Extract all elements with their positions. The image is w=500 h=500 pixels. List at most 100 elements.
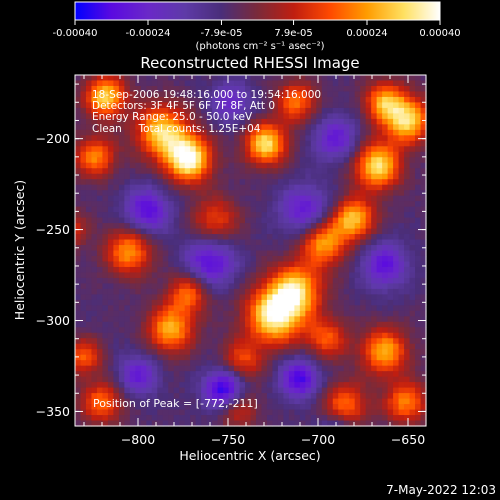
heatmap-cell — [316, 387, 323, 394]
heatmap-cell — [162, 250, 169, 257]
heatmap-cell — [277, 91, 284, 98]
heatmap-cell — [420, 321, 427, 328]
heatmap-cell — [168, 179, 175, 186]
heatmap-cell — [376, 371, 383, 378]
heatmap-cell — [349, 80, 356, 87]
heatmap-cell — [343, 140, 350, 147]
heatmap-cell — [272, 415, 279, 422]
heatmap-cell — [409, 338, 416, 345]
heatmap-cell — [85, 354, 93, 361]
heatmap-cell — [135, 321, 142, 328]
heatmap-cell — [140, 360, 147, 367]
heatmap-cell — [404, 124, 411, 131]
heatmap-cell — [124, 80, 131, 87]
heatmap-cell — [255, 146, 263, 153]
heatmap-cell — [135, 107, 142, 114]
heatmap-cell — [360, 294, 367, 301]
heatmap-cell — [332, 305, 339, 312]
heatmap-cell — [404, 206, 411, 213]
heatmap-cell — [420, 283, 427, 290]
heatmap-cell — [376, 91, 383, 98]
heatmap-cell — [118, 310, 125, 317]
heatmap-cell — [277, 387, 284, 394]
heatmap-cell — [184, 179, 191, 186]
heatmap-cell — [151, 201, 158, 208]
heatmap-cell — [212, 135, 219, 142]
heatmap-cell — [228, 409, 235, 416]
heatmap-cell — [234, 349, 241, 356]
heatmap-cell — [173, 283, 180, 290]
heatmap-cell — [212, 212, 219, 219]
heatmap-cell — [376, 272, 383, 279]
heatmap-cell — [179, 321, 186, 328]
heatmap-cell — [96, 305, 104, 312]
heatmap-cell — [96, 140, 104, 147]
heatmap-cell — [157, 294, 164, 301]
heatmap-cell — [266, 217, 274, 224]
heatmap-cell — [294, 261, 301, 268]
heatmap-cell — [135, 404, 142, 411]
heatmap-cell — [75, 415, 82, 422]
heatmap-cell — [190, 102, 197, 109]
heatmap-cell — [91, 343, 98, 350]
heatmap-cell — [382, 245, 389, 252]
heatmap-cell — [129, 184, 136, 191]
heatmap-cell — [354, 234, 361, 241]
heatmap-cell — [80, 201, 87, 208]
heatmap-cell — [316, 343, 323, 350]
heatmap-cell — [305, 85, 312, 93]
heatmap-cell — [228, 316, 235, 323]
heatmap-cell — [173, 179, 180, 186]
heatmap-cell — [146, 305, 153, 312]
heatmap-cell — [371, 173, 378, 180]
heatmap-cell — [245, 272, 252, 279]
heatmap-cell — [239, 173, 246, 180]
heatmap-cell — [124, 327, 131, 334]
heatmap-cell — [201, 261, 208, 268]
heatmap-cell — [206, 332, 213, 339]
heatmap-cell — [179, 255, 186, 263]
heatmap-cell — [190, 266, 197, 274]
heatmap-cell — [129, 261, 136, 268]
heatmap-cell — [245, 91, 252, 98]
heatmap-cell — [398, 272, 405, 279]
heatmap-cell — [294, 277, 301, 284]
heatmap-cell — [162, 179, 169, 186]
heatmap-cell — [228, 387, 235, 394]
heatmap-cell — [316, 283, 323, 290]
heatmap-cell — [261, 343, 268, 350]
heatmap-cell — [129, 212, 136, 219]
heatmap-cell — [96, 371, 104, 378]
heatmap-cell — [173, 376, 180, 383]
heatmap-cell — [151, 266, 158, 274]
heatmap-cell — [409, 206, 416, 213]
heatmap-cell — [272, 272, 279, 279]
heatmap-cell — [80, 321, 87, 328]
heatmap-cell — [288, 272, 295, 279]
heatmap-cell — [316, 80, 323, 87]
heatmap-cell — [409, 261, 416, 268]
heatmap-cell — [382, 332, 389, 339]
heatmap-cell — [179, 360, 186, 367]
heatmap-cell — [184, 212, 191, 219]
heatmap-cell — [239, 327, 246, 334]
heatmap-cell — [272, 140, 279, 147]
heatmap-cell — [299, 151, 306, 158]
heatmap-cell — [228, 206, 235, 213]
heatmap-cell — [129, 75, 136, 82]
heatmap-cell — [393, 310, 400, 317]
heatmap-cell — [146, 168, 153, 175]
heatmap-cell — [255, 261, 263, 268]
heatmap-cell — [250, 261, 257, 268]
heatmap-cell — [80, 91, 87, 98]
heatmap-cell — [228, 157, 235, 164]
heatmap-cell — [228, 255, 235, 263]
heatmap-cell — [250, 245, 257, 252]
heatmap-cell — [75, 321, 82, 328]
heatmap-cell — [250, 107, 257, 114]
heatmap-cell — [283, 310, 290, 317]
heatmap-cell — [404, 157, 411, 164]
heatmap-cell — [387, 371, 394, 378]
heatmap-cell — [387, 409, 394, 416]
heatmap-cell — [393, 332, 400, 339]
